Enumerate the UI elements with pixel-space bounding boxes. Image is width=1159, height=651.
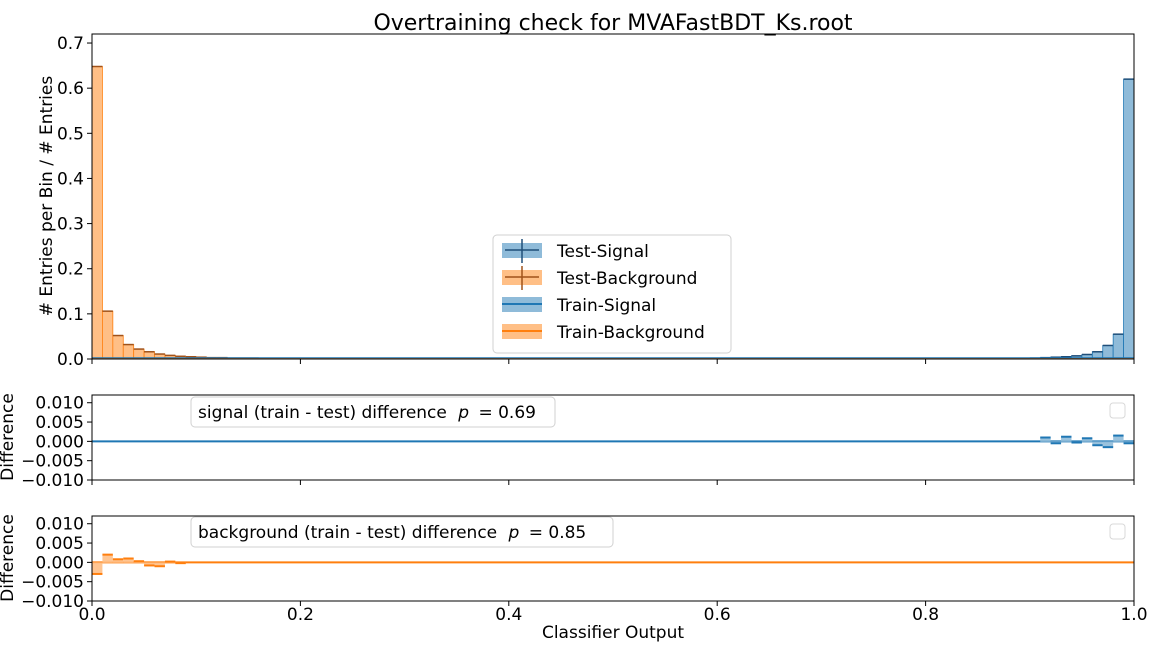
chart-title: Overtraining check for MVAFastBDT_Ks.roo… [373,11,852,36]
signal-bar-8 [1112,333,1124,360]
signal-annotation-box [190,396,556,428]
x-tick-label-1: 0.2 [287,605,314,625]
signal-diff-y-tick-label-0: 0.010 [35,394,84,414]
signal-p-symbol: p [457,403,469,423]
background-empty-legend [1109,523,1126,540]
background-bar-1 [102,310,114,360]
background-diff-y-tick-label-1: 0.005 [35,534,84,554]
background-diff-y-axis-label: Difference [0,514,18,602]
main-y-tick-label-0: 0.0 [57,350,84,370]
legend-entry-test-signal: Test-Signal [502,239,649,263]
signal-diff-band-6 [1102,441,1114,448]
main-y-tick-label-5: 0.5 [57,124,84,144]
background-diff-band-6 [154,562,165,567]
signal-bar-7 [1102,345,1114,360]
background-diff-y-tick-label-3: −0.005 [21,573,84,593]
main-y-tick-label-7: 0.7 [57,34,84,54]
background-diff-y-tick-label-4: −0.010 [21,592,84,612]
background-diff-band-5 [144,562,155,566]
main-axes-frame [91,33,1135,360]
signal-diff-band-0 [1040,437,1051,442]
legend-label-train-background: Train-Background [556,323,705,343]
legend-entry-train-background: Train-Background [502,323,705,343]
background-annotation-text: background (train - test) difference [198,523,497,543]
signal-diff-y-tick-label-1: 0.005 [35,413,84,433]
x-tick-label-2: 0.4 [495,605,522,625]
signal-diff-y-tick-label-4: −0.010 [21,471,84,491]
legend-label-train-signal: Train-Signal [556,296,656,316]
main-y-tick-label-4: 0.4 [57,169,84,189]
signal-annotation: signal (train - test) difference p = 0.6… [198,403,536,423]
x-tick-label-4: 0.8 [912,605,939,625]
signal-diff-band-7 [1113,435,1124,442]
x-axis-ticks: 0.0 0.2 0.4 0.6 0.8 1.0 [78,359,1148,625]
background-difference-marks [92,553,1134,575]
signal-diff-band-4 [1081,438,1093,442]
background-bar-3 [122,344,135,360]
x-tick-label-3: 0.6 [704,605,731,625]
signal-p-value: = 0.69 [478,403,536,423]
x-tick-label-0: 0.0 [78,605,105,625]
legend-label-test-signal: Test-Signal [556,242,649,262]
main-y-tick-label-2: 0.2 [57,260,84,280]
legend-box [492,234,732,354]
signal-diff-y-tick-label-2: 0.000 [35,432,84,452]
signal-diff-band-5 [1092,441,1103,446]
background-p-symbol: p [508,523,520,543]
main-y-tick-label-1: 0.1 [57,305,84,325]
main-y-tick-label-3: 0.3 [57,215,84,235]
legend-entry-test-background: Test-Background [502,266,697,290]
background-p-value: = 0.85 [529,523,587,543]
background-diff-band-2 [112,559,124,563]
signal-diff-band-2 [1061,436,1072,442]
background-bar-0 [91,66,103,360]
legend-label-test-background: Test-Background [556,269,697,289]
background-annotation-box [190,516,614,548]
x-axis-label: Classifier Output [542,623,684,643]
background-diff-y-tick-label-0: 0.010 [35,515,84,535]
x-tick-label-5: 1.0 [1120,605,1147,625]
legend-entry-train-signal: Train-Signal [502,296,656,316]
legend: Test-Signal Test-Background Train-Signal… [492,234,732,354]
main-y-axis-label: # Entries per Bin / # Entries [37,76,57,317]
background-diff-band-1 [102,554,113,563]
signal-diff-y-axis-label: Difference [0,393,18,481]
signal-empty-legend [1109,402,1126,419]
background-bar-2 [112,335,124,360]
main-y-tick-label-6: 0.6 [57,79,84,99]
signal-difference-marks [92,434,1134,449]
background-diff-band-3 [123,558,134,563]
background-annotation: background (train - test) difference p =… [198,523,586,543]
signal-diff-axes-frame [91,394,1135,481]
main-panel: 0.0 0.1 0.2 0.3 0.4 0.5 0.6 0.7 # Entries per B… [37,33,1135,370]
signal-bar-9 [1123,78,1135,360]
main-y-ticks: 0.0 0.1 0.2 0.3 0.4 0.5 0.6 0.7 [57,34,92,370]
signal-annotation-text: signal (train - test) difference [198,403,447,423]
background-diff-axes-frame [91,515,1135,602]
signal-diff-y-tick-label-3: −0.005 [21,452,84,472]
background-diff-y-tick-label-2: 0.000 [35,553,84,573]
background-diff-band-0 [92,562,103,575]
